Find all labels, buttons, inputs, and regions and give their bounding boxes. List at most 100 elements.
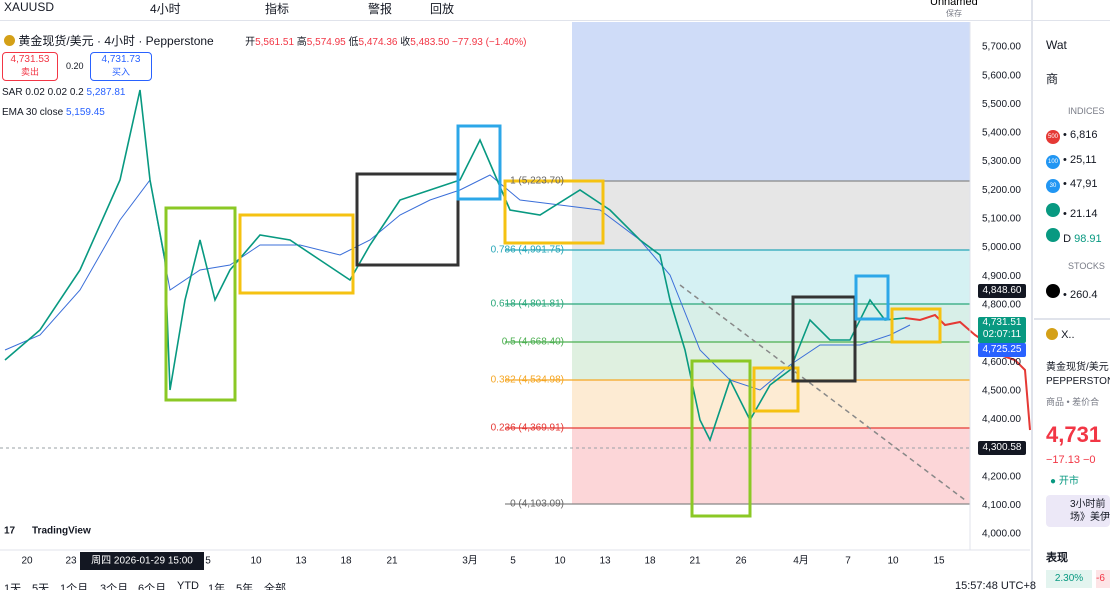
- spread: 0.20: [66, 61, 84, 71]
- fib-label: 0.618 (4,801.81): [491, 299, 564, 310]
- symbol-icon: [4, 35, 15, 46]
- save-button[interactable]: 保存: [946, 9, 962, 18]
- fib-zone: [572, 380, 970, 428]
- range[interactable]: 5年: [236, 583, 254, 590]
- time-label: 10: [250, 556, 262, 567]
- time-label: 18: [340, 556, 352, 567]
- price-label: 5,000.00: [982, 242, 1021, 253]
- range[interactable]: 1天: [4, 583, 22, 590]
- fib-label: 1 (5,223.70): [510, 176, 564, 187]
- watch-row[interactable]: • 260.4: [1046, 284, 1098, 301]
- watchlist-title[interactable]: Wat: [1046, 38, 1067, 52]
- time-label: 13: [599, 556, 611, 567]
- watch-value: 260.4: [1069, 289, 1098, 301]
- time-label: 5: [205, 556, 211, 567]
- indicator-value: 5,287.81: [86, 87, 126, 98]
- logo-mark: 17: [4, 526, 16, 537]
- box: [503, 179, 605, 245]
- watch-row[interactable]: • 21.14: [1046, 203, 1098, 220]
- price-label: 5,400.00: [982, 128, 1021, 139]
- detail-exchange: PEPPERSTONE: [1046, 376, 1110, 387]
- last-price-tag: 4,731.51 02:07:11: [978, 317, 1026, 343]
- price-label: 4,600.00: [982, 357, 1021, 368]
- layout-name[interactable]: Unnamed: [930, 0, 978, 8]
- toolbar-border: [0, 20, 1110, 21]
- range[interactable]: 全部: [264, 583, 286, 590]
- box: [238, 213, 355, 295]
- buy-price: 4,731.73: [101, 54, 141, 65]
- ohlc-value: 5,561.51: [255, 37, 295, 48]
- news-card[interactable]: 3小时前 场》美伊: [1046, 495, 1110, 527]
- trend-line: [679, 284, 966, 501]
- ohlc: 开5,561.51 高5,574.95 低5,474.36 收5,483.50 …: [245, 37, 526, 48]
- ohlc-change: −77.93 (−1.40%): [451, 37, 527, 48]
- fib-label: 0 (4,103.09): [510, 499, 564, 510]
- projection-line: [904, 313, 1031, 431]
- badge: [1046, 284, 1060, 298]
- badge: 100: [1046, 155, 1060, 169]
- range[interactable]: 3个月: [100, 583, 129, 590]
- interval[interactable]: 4小时: [150, 2, 181, 16]
- price-label: 4,100.00: [982, 500, 1021, 511]
- symbol-icon: [1046, 328, 1058, 340]
- watch-row[interactable]: 500 • 6,816: [1046, 129, 1098, 144]
- detail-status: ● 开市: [1050, 476, 1079, 487]
- buy-label: 买入: [111, 67, 130, 77]
- buy-button[interactable]: 4,731.73 买入: [90, 52, 152, 81]
- range[interactable]: 5天: [32, 583, 50, 590]
- cursor-tag: 4,300.58: [978, 441, 1026, 455]
- time-label: 26: [735, 556, 747, 567]
- badge: 30: [1046, 179, 1060, 193]
- sell-button[interactable]: 4,731.53 卖出: [2, 52, 58, 81]
- indicator-name: EMA 30 close: [2, 107, 64, 118]
- fib-zone: [572, 250, 970, 304]
- sell-price: 4,731.53: [10, 54, 50, 65]
- watch-row[interactable]: 100 • 25,11: [1046, 154, 1097, 169]
- indicators-button[interactable]: 指标: [265, 2, 290, 16]
- ohlc-label: 开: [245, 37, 256, 48]
- watch-symbol: D: [1063, 233, 1072, 245]
- watch-row[interactable]: D 98.91: [1046, 228, 1102, 245]
- price-label: 5,200.00: [982, 185, 1021, 196]
- legend-title: 黄金现货/美元 · 4小时 · Pepperstone: [18, 34, 214, 48]
- ohlc-label: 高: [296, 37, 307, 48]
- badge: 500: [1046, 130, 1060, 144]
- perf-title: 表现: [1046, 552, 1068, 564]
- fib-label: 0.236 (4,369.91): [491, 423, 564, 434]
- detail-category: 商品 • 差价合: [1046, 397, 1100, 407]
- range[interactable]: YTD: [177, 580, 199, 590]
- watch-value: 6,816: [1069, 129, 1098, 141]
- fib-zone: [572, 22, 970, 181]
- range[interactable]: 1年: [208, 583, 226, 590]
- box: [854, 274, 890, 321]
- watch-row[interactable]: 30 • 47,91: [1046, 178, 1098, 193]
- box: [890, 307, 942, 344]
- detail-price: 4,731: [1046, 422, 1102, 447]
- box: [355, 172, 460, 267]
- box: [456, 124, 502, 201]
- fib-labels: 1 (5,223.70) 0.786 (4,991.75) 0.618 (4,8…: [491, 176, 564, 510]
- replay-button[interactable]: 回放: [430, 2, 455, 16]
- range[interactable]: 6个月: [138, 583, 167, 590]
- watch-value: 98.91: [1074, 233, 1102, 245]
- time-label: 21: [386, 556, 398, 567]
- alert-button[interactable]: 警报: [368, 2, 393, 16]
- time-label: 3月: [462, 555, 478, 567]
- fib-label: 0.382 (4,534.98): [491, 375, 564, 386]
- boxes: [164, 124, 942, 518]
- price-label: 5,300.00: [982, 156, 1021, 167]
- watchlist-tab[interactable]: 商: [1046, 72, 1059, 86]
- time-axis: 20 23 5 10 13 18 21 3月 5 10 13 18 21 26 …: [21, 555, 945, 567]
- section: INDICES: [1068, 106, 1105, 116]
- divider: [1034, 318, 1110, 320]
- time-label: 23: [65, 556, 77, 567]
- range[interactable]: 1个月: [60, 583, 89, 590]
- box: [752, 366, 800, 413]
- ohlc-label: 收: [400, 37, 411, 48]
- price-line: [4, 89, 906, 443]
- symbol[interactable]: XAUUSD: [4, 0, 55, 14]
- fib-zone: [572, 342, 970, 380]
